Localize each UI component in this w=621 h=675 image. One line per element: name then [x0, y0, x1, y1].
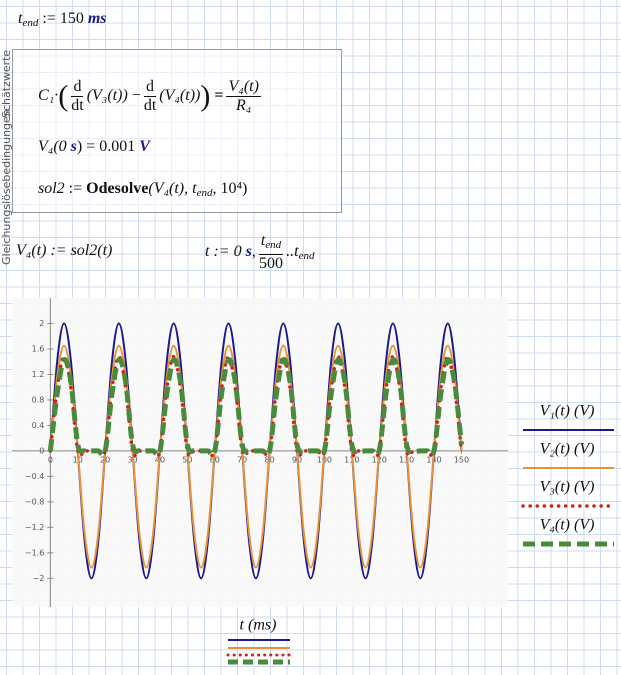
lhs: V₄(0 — [38, 138, 67, 155]
operator: − — [131, 87, 141, 105]
x-axis-label: t (ms) — [240, 617, 277, 634]
series-line — [49, 344, 463, 569]
solve-block — [12, 49, 342, 213]
initial-condition: V₄(0 s) = 0.001 V — [38, 138, 150, 156]
legend-label: V₄(t) (V) — [540, 517, 595, 534]
y-tick-label: 1.2 — [32, 370, 45, 379]
argument: (V₃(t)) — [86, 87, 128, 105]
operator: := — [42, 10, 56, 27]
comma: , — [251, 243, 256, 261]
y-tick-label: −1.2 — [25, 523, 44, 532]
numerator: V₄(t) — [226, 78, 261, 97]
lhs: t := 0 — [205, 243, 242, 261]
ode-equation: C₁·(d dt (V₃(t)) − d dt (V₄(t))) = V₄(t) R₄ — [38, 78, 261, 114]
dt: dt — [71, 97, 84, 114]
d: d — [144, 78, 157, 97]
d: d — [71, 78, 84, 97]
x-tick-label: 0 — [48, 455, 53, 464]
y-tick-label: −2 — [33, 574, 45, 583]
y-tick-label: −1.6 — [25, 548, 44, 557]
series-line — [49, 322, 463, 580]
denominator: 500 — [258, 255, 283, 272]
unit: s — [245, 243, 252, 261]
unit: ms — [87, 10, 107, 27]
unit: V — [139, 138, 150, 155]
operator: = — [214, 87, 224, 105]
unit: s — [70, 138, 77, 155]
y-tick-label: 1.6 — [32, 344, 45, 353]
legend-label: V₂(t) (V) — [540, 441, 595, 458]
subscript: end — [265, 239, 282, 251]
legend-label: V₁(t) (V) — [540, 403, 595, 420]
odesolve-line: sol2 := Odesolve(V₄(t), tend, 10⁴) — [38, 180, 247, 199]
subscript: end — [298, 250, 315, 263]
argument: (V₄(t)) — [159, 87, 201, 105]
range-definition: t := 0 s, tend 500 ..tend — [205, 232, 315, 273]
subscript: end — [22, 17, 39, 29]
function: Odesolve — [86, 180, 149, 197]
arguments: (V₄(t), t — [148, 180, 197, 197]
y-tick-label: −0.4 — [25, 472, 44, 481]
legend-label: V₃(t) (V) — [540, 479, 595, 496]
y-tick-label: 0.8 — [32, 395, 45, 404]
y-tick-label: 2 — [39, 319, 44, 328]
value: ) = 0.001 — [76, 138, 136, 155]
symbol: sol2 — [38, 180, 65, 197]
series-line — [48, 354, 464, 458]
dt: dt — [143, 97, 157, 114]
denominator: R₄ — [236, 97, 252, 114]
arguments: , 10⁴) — [212, 180, 248, 197]
range-end: ..t — [286, 243, 299, 261]
numerator: t — [260, 232, 266, 249]
value: 150 — [59, 10, 84, 27]
v4-definition: V₄(t) := sol2(t) — [16, 242, 113, 259]
subscript: end — [196, 187, 213, 199]
operator: := — [68, 180, 83, 197]
x-tick-label: 150 — [454, 455, 469, 464]
symbol: t — [18, 10, 23, 27]
y-tick-label: 0 — [39, 446, 44, 455]
y-tick-label: −0.8 — [25, 497, 44, 506]
y-tick-label: 0.4 — [32, 421, 45, 430]
tend-definition: tend := 150 ms — [18, 10, 106, 29]
coefficient: C₁· — [38, 87, 59, 105]
series-line — [47, 357, 464, 458]
